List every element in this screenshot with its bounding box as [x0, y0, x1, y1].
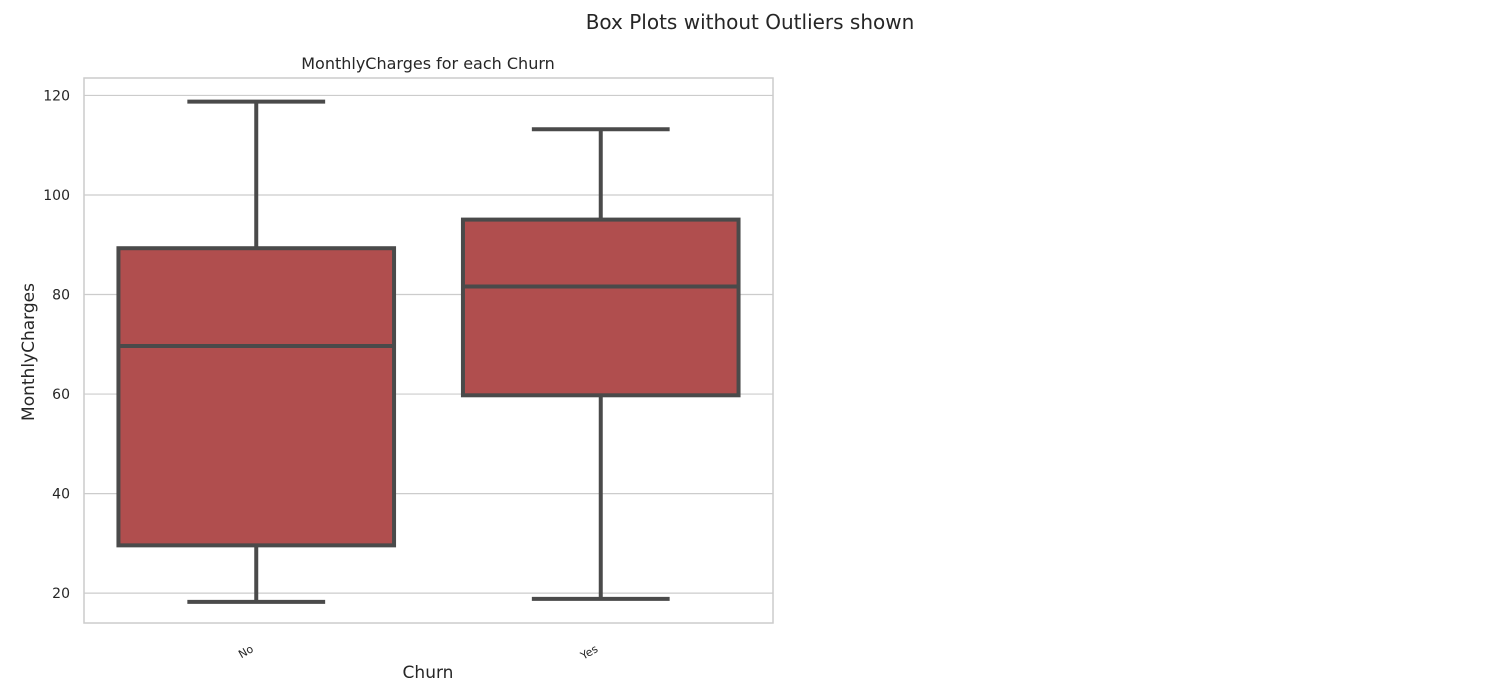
boxes	[116, 99, 741, 604]
box-no	[116, 99, 397, 604]
y-tick-label-20: 20	[52, 586, 70, 602]
x-tick-label-yes: Yes	[577, 642, 600, 663]
y-tick-label-60: 60	[52, 387, 70, 403]
box-yes	[460, 127, 741, 601]
y-tick-label-40: 40	[52, 487, 70, 503]
y-tick-label-80: 80	[52, 288, 70, 304]
y-axis-label: MonthlyCharges	[19, 283, 39, 421]
axes-frame	[83, 77, 774, 624]
y-tick-label-120: 120	[43, 88, 70, 104]
iqr-box-yes	[460, 217, 741, 398]
y-tick-label-100: 100	[43, 188, 70, 204]
iqr-box-no	[116, 246, 397, 548]
x-axis-label: Churn	[403, 663, 454, 683]
y-tick-labels: 20 40 60 80 100 120	[43, 88, 70, 602]
figure-suptitle: Box Plots without Outliers shown	[585, 10, 915, 34]
axes-title: MonthlyCharges for each Churn	[301, 54, 555, 73]
x-tick-label-no: No	[236, 642, 256, 661]
x-tick-labels: No Yes	[236, 642, 600, 663]
